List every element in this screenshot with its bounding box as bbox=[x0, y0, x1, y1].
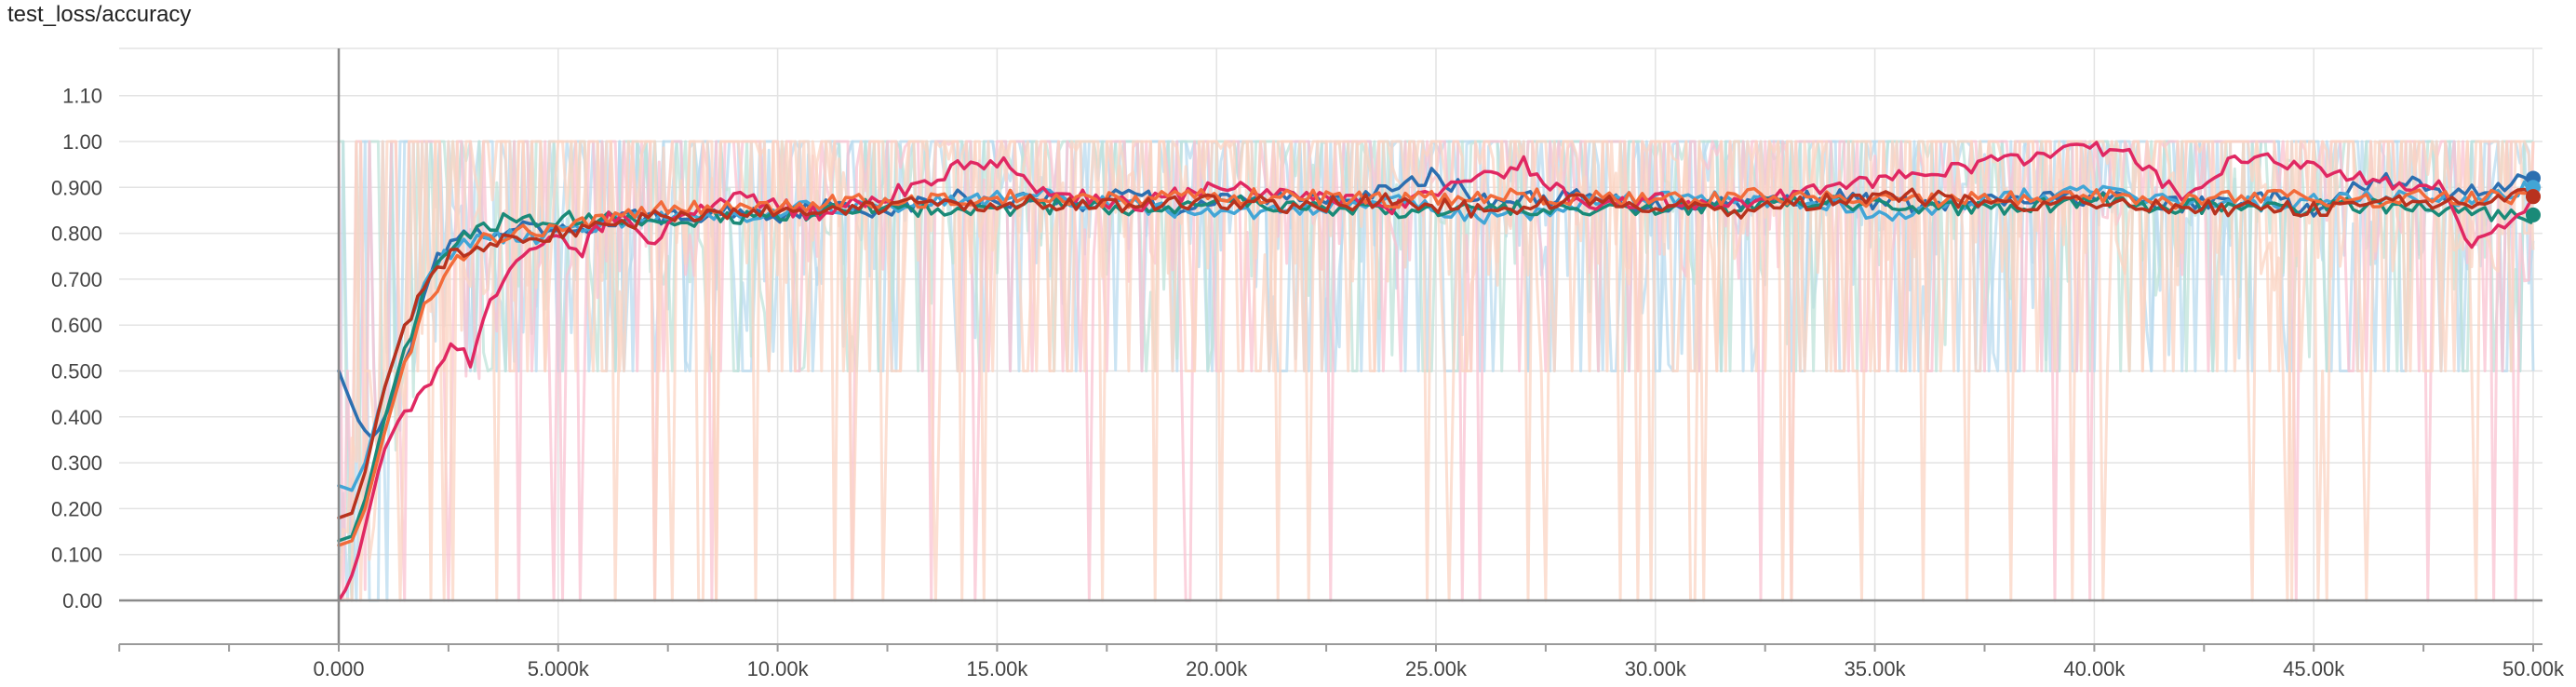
x-tick-label: 20.00k bbox=[1186, 657, 1248, 680]
end-marker-layer bbox=[2526, 170, 2541, 222]
x-tick-label: 30.00k bbox=[1625, 657, 1687, 680]
tick-label-layer: 0.00 0.100 0.200 0.300 0.400 0.500 0.600 0.700 0… bbox=[51, 85, 2565, 680]
x-tick-label: 15.00k bbox=[966, 657, 1028, 680]
smoothed-series-line bbox=[337, 167, 2533, 439]
series-end-marker bbox=[2526, 189, 2541, 205]
x-tick-label: 50.00k bbox=[2502, 657, 2565, 680]
smoothed-series-line bbox=[337, 187, 2533, 520]
y-tick-label: 1.00 bbox=[62, 130, 102, 154]
x-tick-label: 25.00k bbox=[1405, 657, 1468, 680]
y-tick-label: 0.100 bbox=[51, 544, 102, 567]
series-end-marker bbox=[2526, 207, 2541, 222]
y-tick-label: 0.500 bbox=[51, 360, 102, 384]
y-tick-label: 0.700 bbox=[51, 268, 102, 291]
x-tick-label: 40.00k bbox=[2063, 657, 2126, 680]
y-tick-label: 0.400 bbox=[51, 406, 102, 429]
y-tick-label: 0.00 bbox=[62, 589, 102, 613]
y-tick-label: 0.600 bbox=[51, 314, 102, 337]
smoothed-series-line bbox=[337, 186, 2533, 547]
y-tick-label: 0.200 bbox=[51, 497, 102, 520]
x-tick-label: 35.00k bbox=[1845, 657, 1907, 680]
chart-title: test_loss/accuracy bbox=[7, 2, 192, 27]
y-tick-label: 0.900 bbox=[51, 176, 102, 199]
y-tick-label: 0.300 bbox=[51, 451, 102, 475]
axis-layer bbox=[118, 48, 2542, 652]
x-tick-label: 45.00k bbox=[2283, 657, 2345, 680]
x-tick-label: 0.000 bbox=[313, 657, 364, 680]
y-tick-label: 1.10 bbox=[62, 85, 102, 108]
x-tick-label: 10.00k bbox=[747, 657, 810, 680]
smoothed-series-layer bbox=[337, 141, 2533, 602]
x-tick-label: 5.000k bbox=[528, 657, 590, 680]
y-tick-label: 0.800 bbox=[51, 222, 102, 246]
